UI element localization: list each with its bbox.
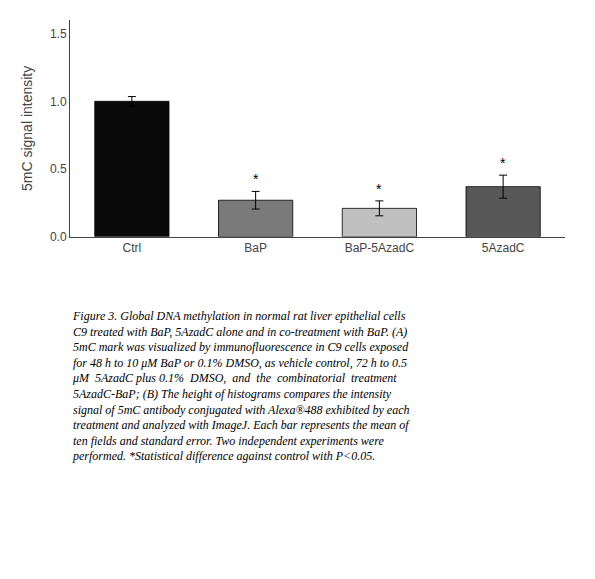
svg-text:BaP: BaP — [244, 241, 267, 255]
svg-text:*: * — [253, 171, 259, 187]
svg-text:Figure 3. Global DNA methylati: Figure 3. Global DNA methylation in norm… — [72, 309, 410, 463]
svg-text:1.5: 1.5 — [50, 27, 67, 41]
svg-text:0.5: 0.5 — [50, 162, 67, 176]
svg-text:BaP-5AzadC: BaP-5AzadC — [345, 241, 415, 255]
svg-text:1.0: 1.0 — [50, 95, 67, 109]
svg-text:*: * — [376, 181, 382, 197]
svg-text:*: * — [500, 155, 506, 171]
svg-text:0.0: 0.0 — [50, 230, 67, 244]
svg-text:5mC signal intensity: 5mC signal intensity — [19, 66, 35, 191]
svg-text:5AzadC: 5AzadC — [482, 241, 525, 255]
svg-text:Ctrl: Ctrl — [123, 241, 142, 255]
